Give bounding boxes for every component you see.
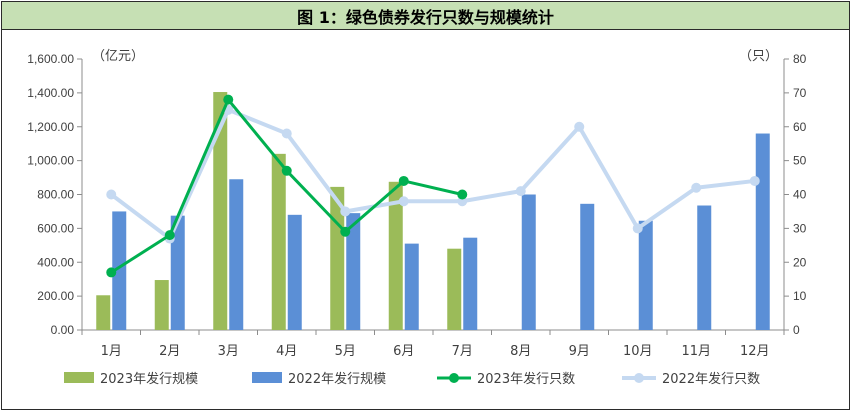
bar-2022-scale xyxy=(346,213,361,330)
bars-group xyxy=(96,92,770,330)
bar-2022-scale xyxy=(463,237,478,330)
bar-2023-scale xyxy=(447,248,462,330)
x-tick-label: 2月 xyxy=(159,344,180,359)
point-2022-count xyxy=(281,128,292,139)
bar-2022-scale xyxy=(521,194,536,330)
left-tick-label: 0.00 xyxy=(51,323,75,337)
left-tick-label: 800.00 xyxy=(37,188,74,202)
right-axis-unit: （只） xyxy=(739,49,778,64)
x-tick-label: 6月 xyxy=(393,344,414,359)
legend-2023-count-label: 2023年发行只数 xyxy=(477,371,575,387)
point-2023-count xyxy=(398,175,409,186)
point-2022-count xyxy=(632,223,643,234)
bar-2022-scale xyxy=(580,203,595,330)
right-tick-label: 20 xyxy=(793,255,807,269)
legend-2023-scale-label: 2023年发行规模 xyxy=(100,371,198,387)
point-2022-count xyxy=(574,121,585,132)
x-tick-label: 11月 xyxy=(681,344,711,359)
legend-2023-scale-swatch xyxy=(64,372,94,383)
left-axis-unit: （亿元） xyxy=(92,49,144,64)
point-2022-count xyxy=(749,175,760,186)
x-tick-label: 1月 xyxy=(101,344,122,359)
x-tick-label: 10月 xyxy=(623,344,653,359)
bar-2023-scale xyxy=(271,153,286,330)
left-tick-label: 1,000.00 xyxy=(27,154,74,168)
bar-2022-scale xyxy=(638,220,653,330)
bar-2023-scale xyxy=(154,280,169,330)
right-tick-label: 80 xyxy=(793,52,807,66)
right-tick-label: 60 xyxy=(793,120,807,134)
point-2022-count xyxy=(691,182,702,193)
right-tick-label: 10 xyxy=(793,289,807,303)
bar-2022-scale xyxy=(229,179,244,330)
right-tick-label: 0 xyxy=(793,323,800,337)
legend-2023-count-swatch-marker xyxy=(449,373,459,383)
x-tick-label: 8月 xyxy=(510,344,531,359)
left-tick-label: 1,600.00 xyxy=(27,52,74,66)
point-2022-count xyxy=(340,206,351,217)
bar-2023-scale xyxy=(388,181,403,330)
bar-2023-scale xyxy=(96,295,111,330)
left-tick-label: 400.00 xyxy=(37,255,74,269)
x-tick-label: 4月 xyxy=(276,344,297,359)
legend-2022-count-swatch-marker xyxy=(634,373,644,383)
left-tick-label: 1,200.00 xyxy=(27,120,74,134)
bar-2022-scale xyxy=(404,243,419,330)
bar-2022-scale xyxy=(697,205,712,330)
bar-2022-scale xyxy=(287,214,302,330)
bar-2022-scale xyxy=(170,215,185,330)
point-2023-count xyxy=(340,226,351,237)
bar-2022-scale xyxy=(755,133,770,330)
left-tick-label: 200.00 xyxy=(37,289,74,303)
right-tick-label: 40 xyxy=(793,188,807,202)
point-2023-count xyxy=(223,94,234,105)
line-2022-count xyxy=(110,107,755,241)
right-tick-label: 70 xyxy=(793,86,807,100)
point-2023-count xyxy=(281,165,292,176)
x-tick-label: 12月 xyxy=(740,344,770,359)
point-2023-count xyxy=(106,267,117,278)
x-tick-label: 5月 xyxy=(335,344,356,359)
left-tick-label: 600.00 xyxy=(37,221,74,235)
x-tick-label: 3月 xyxy=(218,344,239,359)
point-2023-count xyxy=(164,230,175,241)
point-2022-count xyxy=(398,196,409,207)
legend-2022-scale-swatch xyxy=(252,372,282,383)
legend-2022-scale-label: 2022年发行规模 xyxy=(288,371,386,387)
x-tick-label: 7月 xyxy=(452,344,473,359)
point-2022-count xyxy=(515,186,526,197)
point-2023-count xyxy=(457,189,468,200)
left-tick-label: 1,400.00 xyxy=(27,86,74,100)
point-2022-count xyxy=(106,189,117,200)
chart-title: 图 1：绿色债券发行只数与规模统计 xyxy=(2,2,849,30)
axes-group: 0.00 200.00 400.00 600.00 800.00 1,000.00 1,20… xyxy=(27,49,806,359)
right-tick-label: 50 xyxy=(793,154,807,168)
legend-2022-count-label: 2022年发行只数 xyxy=(662,371,760,387)
bar-2023-scale xyxy=(213,92,228,330)
bar-2023-scale xyxy=(330,186,345,330)
right-tick-label: 30 xyxy=(793,221,807,235)
lines-group xyxy=(106,94,760,278)
bar-2022-scale xyxy=(112,211,127,330)
legend: 2023年发行规模 2022年发行规模 2023年发行只数 2022年发行只数 xyxy=(64,371,760,387)
x-tick-label: 9月 xyxy=(569,344,590,359)
